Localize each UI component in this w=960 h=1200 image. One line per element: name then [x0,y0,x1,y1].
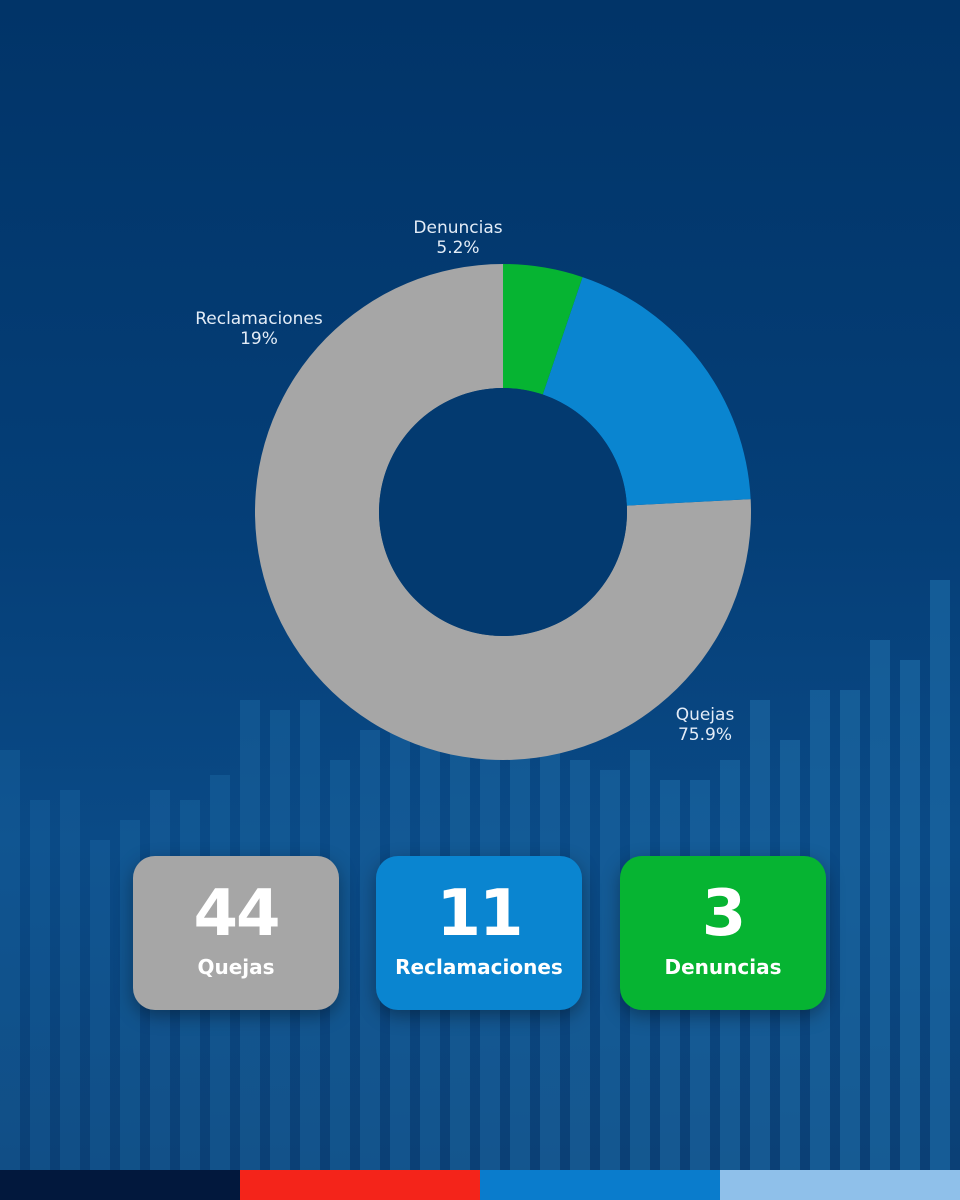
background-bar [870,640,890,1170]
card-reclamaciones-value: 11 [436,877,523,951]
background-bar [930,580,950,1170]
card-reclamaciones: 11 Reclamaciones [376,856,582,1010]
card-denuncias-label: Denuncias [664,955,782,979]
slice-label-reclamaciones: Reclamaciones [195,309,323,329]
slice-label-denuncias: Denuncias [413,218,502,238]
background-bar [600,770,620,1170]
card-quejas: 44 Quejas [133,856,339,1010]
card-quejas-label: Quejas [197,955,275,979]
card-denuncias-value: 3 [701,877,747,951]
background-bar [840,690,860,1170]
background-bar [30,800,50,1170]
footer-stripe-lightblue [720,1170,960,1200]
footer-stripe-red [240,1170,480,1200]
donut-hole [379,388,627,636]
background-bar [0,750,20,1170]
background-bar [360,730,380,1170]
footer-color-stripe [0,1170,960,1200]
background-bar [60,790,80,1170]
slice-value-denuncias: 5.2% [436,238,479,258]
background-bar [900,660,920,1170]
donut-slice-quejas [255,264,751,760]
footer-stripe-blue [480,1170,720,1200]
footer-stripe-navy [0,1170,240,1200]
background-bar [90,840,110,1170]
slice-value-quejas: 75.9% [678,725,732,745]
background-bar [330,760,350,1170]
card-quejas-value: 44 [193,877,280,951]
card-reclamaciones-label: Reclamaciones [395,955,563,979]
donut-slice-denuncias [503,264,583,395]
slice-label-quejas: Quejas [676,705,735,725]
donut-slice-reclamaciones [542,277,751,506]
card-denuncias: 3 Denuncias [620,856,826,1010]
slice-value-reclamaciones: 19% [240,329,278,349]
